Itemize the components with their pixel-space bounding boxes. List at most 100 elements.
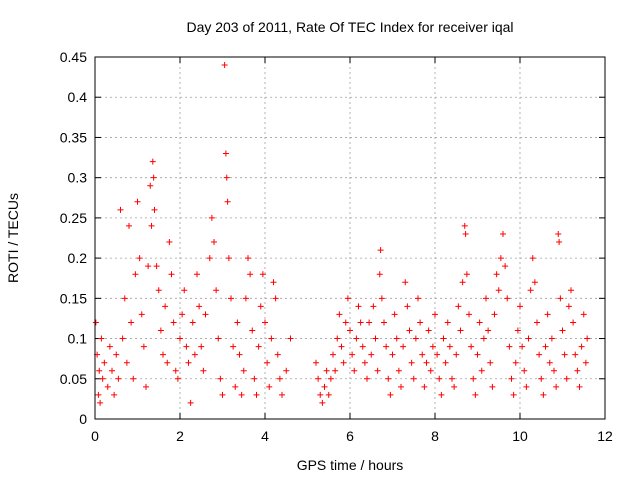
data-point xyxy=(529,255,536,262)
data-point xyxy=(121,295,128,302)
data-point xyxy=(198,343,205,350)
data-point xyxy=(425,327,432,334)
data-point xyxy=(327,375,334,382)
data-point xyxy=(92,319,99,326)
data-point xyxy=(98,335,105,342)
data-point xyxy=(349,351,356,358)
data-point xyxy=(130,375,137,382)
data-point xyxy=(370,303,377,310)
data-point xyxy=(453,351,460,358)
data-point xyxy=(96,367,103,374)
data-point xyxy=(134,198,141,205)
data-point xyxy=(145,263,152,270)
data-point xyxy=(200,367,207,374)
y-tick-label: 0.2 xyxy=(68,250,88,266)
data-point xyxy=(101,359,108,366)
data-point xyxy=(185,359,192,366)
data-point xyxy=(478,367,485,374)
data-point xyxy=(95,391,102,398)
data-point xyxy=(521,367,528,374)
data-point xyxy=(223,174,230,181)
data-points xyxy=(92,62,591,406)
data-point xyxy=(485,327,492,334)
data-point xyxy=(117,206,124,213)
data-point xyxy=(104,383,111,390)
x-tick-label: 10 xyxy=(512,428,528,444)
data-point xyxy=(323,367,330,374)
data-point xyxy=(584,335,591,342)
data-point xyxy=(249,327,256,334)
data-point xyxy=(162,303,169,310)
data-point xyxy=(219,391,226,398)
data-point xyxy=(361,359,368,366)
data-point xyxy=(468,343,475,350)
data-point xyxy=(385,375,392,382)
data-point xyxy=(160,351,166,358)
data-point xyxy=(580,311,587,318)
data-point xyxy=(364,375,370,382)
data-point xyxy=(221,62,228,69)
data-point xyxy=(166,239,173,246)
data-point xyxy=(438,391,445,398)
data-point xyxy=(319,399,326,406)
data-point xyxy=(174,375,181,382)
x-tick-label: 4 xyxy=(261,428,269,444)
data-point xyxy=(506,343,513,350)
data-point xyxy=(242,295,249,302)
data-point xyxy=(451,383,458,390)
data-point xyxy=(276,375,283,382)
data-point xyxy=(508,375,515,382)
chart-title: Day 203 of 2011, Rate Of TEC Index for r… xyxy=(186,19,513,35)
data-point xyxy=(321,383,328,390)
y-axis-label: ROTI / TECUs xyxy=(5,193,21,283)
data-point xyxy=(330,351,336,358)
data-point xyxy=(463,271,470,278)
data-point xyxy=(138,311,145,318)
data-point xyxy=(565,303,572,310)
data-point xyxy=(315,375,322,382)
data-point xyxy=(495,287,502,294)
data-point xyxy=(466,311,472,318)
data-point xyxy=(502,263,509,270)
data-point xyxy=(493,271,500,278)
data-point xyxy=(497,255,504,262)
y-tick-label: 0 xyxy=(79,411,87,427)
y-tick-label: 0.1 xyxy=(68,331,88,347)
data-point xyxy=(228,295,234,302)
data-point xyxy=(340,359,347,366)
data-point xyxy=(472,391,479,398)
data-point xyxy=(325,391,332,398)
data-point xyxy=(374,367,381,374)
data-point xyxy=(491,311,498,318)
data-point xyxy=(393,335,400,342)
data-point xyxy=(191,351,198,358)
data-point xyxy=(474,351,481,358)
data-point xyxy=(553,383,560,390)
data-point xyxy=(421,383,428,390)
data-point xyxy=(525,335,532,342)
data-point xyxy=(489,383,496,390)
data-point xyxy=(150,174,157,181)
data-point xyxy=(234,319,241,326)
data-point xyxy=(402,279,409,286)
data-point xyxy=(194,271,200,278)
data-point xyxy=(531,279,538,286)
data-point xyxy=(344,295,351,302)
data-point xyxy=(383,343,390,350)
data-point xyxy=(542,343,549,350)
plot-frame xyxy=(94,56,606,420)
data-point xyxy=(334,335,341,342)
data-point xyxy=(97,399,104,406)
y-tick-label: 0.05 xyxy=(60,371,87,387)
data-point xyxy=(136,255,143,262)
data-point xyxy=(444,319,451,326)
data-point xyxy=(368,351,375,358)
data-point xyxy=(257,303,264,310)
data-point xyxy=(408,359,415,366)
data-point xyxy=(432,311,438,318)
data-point xyxy=(556,239,563,246)
data-point xyxy=(266,383,273,390)
data-point xyxy=(264,359,271,366)
data-point xyxy=(434,351,441,358)
